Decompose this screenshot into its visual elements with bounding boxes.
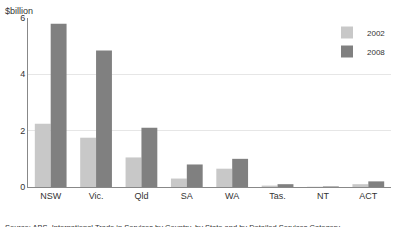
svg-text:Tas.: Tas.	[269, 191, 286, 201]
svg-text:NT: NT	[317, 191, 329, 201]
svg-text:2: 2	[20, 126, 25, 136]
svg-text:NSW: NSW	[40, 191, 62, 201]
svg-text:0: 0	[20, 182, 25, 192]
svg-text:4: 4	[20, 69, 25, 79]
svg-text:Source: ABS, International Tra: Source: ABS, International Trade in Serv…	[5, 223, 340, 227]
svg-text:Vic.: Vic.	[89, 191, 104, 201]
svg-text:WA: WA	[225, 191, 239, 201]
svg-text:ACT: ACT	[359, 191, 378, 201]
svg-text:Qld: Qld	[134, 191, 148, 201]
svg-text:$billion: $billion	[5, 6, 33, 16]
svg-text:6: 6	[20, 13, 25, 23]
svg-text:2002: 2002	[367, 29, 385, 38]
svg-text:SA: SA	[181, 191, 193, 201]
svg-text:2008: 2008	[367, 48, 385, 57]
